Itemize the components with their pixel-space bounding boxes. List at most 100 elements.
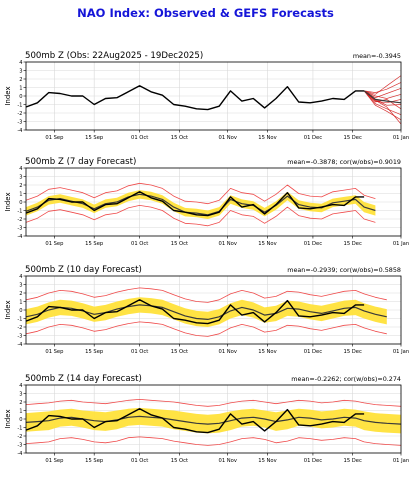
y-axis-label: Index: [4, 300, 12, 319]
x-tick-label: 01 Sep: [45, 458, 64, 464]
y-tick-label: -3: [17, 120, 22, 126]
y-tick-label: -4: [17, 234, 23, 240]
forecast-member-line: [364, 82, 402, 93]
x-tick-label: 01 Nov: [219, 241, 237, 247]
x-tick-label: 01 Dec: [304, 349, 322, 355]
observed-line: [25, 85, 365, 111]
y-tick-label: 0: [19, 94, 22, 100]
y-tick-label: -1: [17, 317, 22, 323]
y-tick-label: -1: [17, 209, 22, 215]
y-tick-label: 2: [19, 400, 22, 406]
x-tick-label: 15 Oct: [171, 458, 188, 464]
observed-line: [25, 191, 365, 217]
x-tick-label: 01 Nov: [219, 135, 237, 141]
spread-band: [26, 297, 387, 327]
y-tick-label: -2: [17, 325, 22, 331]
panel-title: 500mb Z (7 day Forecast): [25, 157, 136, 167]
y-tick-label: 1: [19, 409, 22, 415]
x-tick-label: 15 Nov: [258, 458, 276, 464]
x-tick-label: 01 Dec: [304, 135, 322, 141]
forecast-mean-line: [363, 90, 402, 104]
y-tick-label: 3: [19, 283, 22, 289]
panel-title: 500mb Z (Obs: 22Aug2025 - 19Dec2025): [25, 51, 203, 61]
y-axis-label: Index: [4, 86, 12, 105]
y-tick-label: -4: [17, 451, 23, 457]
x-tick-label: 01 Oct: [131, 241, 148, 247]
y-tick-label: 1: [19, 192, 22, 198]
panel-3: -4 -3 -2 -1 0 1 2 3 4 01 Sep 15 Sep 01 Oct 15 Oct 01 …: [4, 265, 409, 355]
x-tick-label: 01 Nov: [219, 458, 237, 464]
panel-4: -4 -3 -2 -1 0 1 2 3 4 01 Sep 15 Sep 01 Oct 15 Oct 01 …: [4, 374, 409, 464]
x-tick-label: 15 Oct: [171, 241, 188, 247]
y-tick-label: -3: [17, 226, 22, 232]
x-tick-label: 01 Nov: [219, 349, 237, 355]
panel-stats: mean=-0.3878; cor(w/obs)=0.9019: [287, 158, 401, 166]
y-tick-label: 1: [19, 86, 22, 92]
y-tick-label: -1: [17, 103, 22, 109]
y-axis-label: Index: [4, 192, 12, 211]
y-tick-label: 4: [19, 274, 23, 280]
x-tick-label: 15 Nov: [258, 349, 276, 355]
y-tick-label: 4: [19, 383, 23, 389]
y-axis-label: Index: [4, 409, 12, 428]
y-tick-label: -3: [17, 443, 22, 449]
x-tick-label: 15 Dec: [344, 458, 362, 464]
y-tick-label: 3: [19, 392, 22, 398]
y-tick-label: 4: [19, 166, 23, 172]
y-tick-label: -4: [17, 342, 23, 348]
forecast-member-line: [363, 90, 402, 116]
x-tick-label: 15 Sep: [85, 458, 104, 464]
forecast-member-line: [363, 75, 402, 95]
observed-line: [25, 299, 365, 325]
panel-2: -4 -3 -2 -1 0 1 2 3 4 01 Sep 15 Sep 01 Oct 15 Oct 01 …: [4, 157, 409, 247]
max-bound-line: [25, 182, 376, 205]
x-tick-label: 15 Dec: [344, 349, 362, 355]
forecast-member-line: [363, 87, 402, 99]
x-tick-label: 15 Nov: [258, 135, 276, 141]
x-tick-label: 01 Sep: [45, 349, 64, 355]
x-tick-label: 15 Sep: [85, 135, 104, 141]
panel-1: -4 -3 -2 -1 0 1 2 3 4 01 Sep 15 Sep 01 Oct 15 Oct 01 …: [4, 51, 409, 141]
min-bound-line: [25, 436, 402, 446]
x-tick-label: 15 Sep: [85, 241, 104, 247]
x-tick-label: 01 Sep: [45, 241, 64, 247]
figure-title: NAO Index: Observed & GEFS Forecasts: [77, 6, 334, 20]
y-tick-label: -3: [17, 334, 22, 340]
y-tick-label: 3: [19, 175, 22, 181]
x-tick-label: 01 Oct: [131, 458, 148, 464]
x-tick-label: 01 Dec: [304, 458, 322, 464]
x-tick-label: 01 Sep: [45, 135, 64, 141]
x-tick-label: 01 Jan: [393, 458, 409, 464]
x-tick-label: 15 Oct: [171, 349, 188, 355]
y-tick-label: 2: [19, 291, 22, 297]
max-bound-line: [25, 287, 387, 303]
y-tick-label: 4: [19, 60, 23, 66]
panel-stats: mean=-0.2939; cor(w/obs)=0.5858: [287, 266, 401, 274]
y-tick-label: 0: [19, 308, 22, 314]
y-tick-label: -2: [17, 434, 22, 440]
y-tick-label: 2: [19, 183, 22, 189]
x-tick-label: 01 Jan: [393, 241, 409, 247]
y-tick-label: 2: [19, 77, 22, 83]
panel-title: 500mb Z (14 day Forecast): [25, 374, 142, 384]
y-tick-label: -2: [17, 111, 22, 117]
panel-stats: mean=-0.3945: [353, 52, 401, 60]
x-tick-label: 15 Nov: [258, 241, 276, 247]
y-tick-label: -2: [17, 217, 22, 223]
y-tick-label: 1: [19, 300, 22, 306]
min-bound-line: [25, 321, 387, 337]
x-tick-label: 15 Sep: [85, 349, 104, 355]
forecast-member-line: [363, 90, 402, 99]
min-bound-line: [25, 204, 376, 227]
panel-stats: mean=-0.2262; cor(w/obs)=0.274: [291, 375, 401, 383]
y-tick-label: 3: [19, 69, 22, 75]
x-tick-label: 01 Dec: [304, 241, 322, 247]
x-tick-label: 01 Jan: [393, 349, 409, 355]
x-tick-label: 01 Oct: [131, 135, 148, 141]
x-tick-label: 01 Oct: [131, 349, 148, 355]
x-tick-label: 15 Dec: [344, 135, 362, 141]
x-tick-label: 01 Jan: [393, 135, 409, 141]
observed-line: [25, 408, 365, 434]
x-tick-label: 15 Dec: [344, 241, 362, 247]
